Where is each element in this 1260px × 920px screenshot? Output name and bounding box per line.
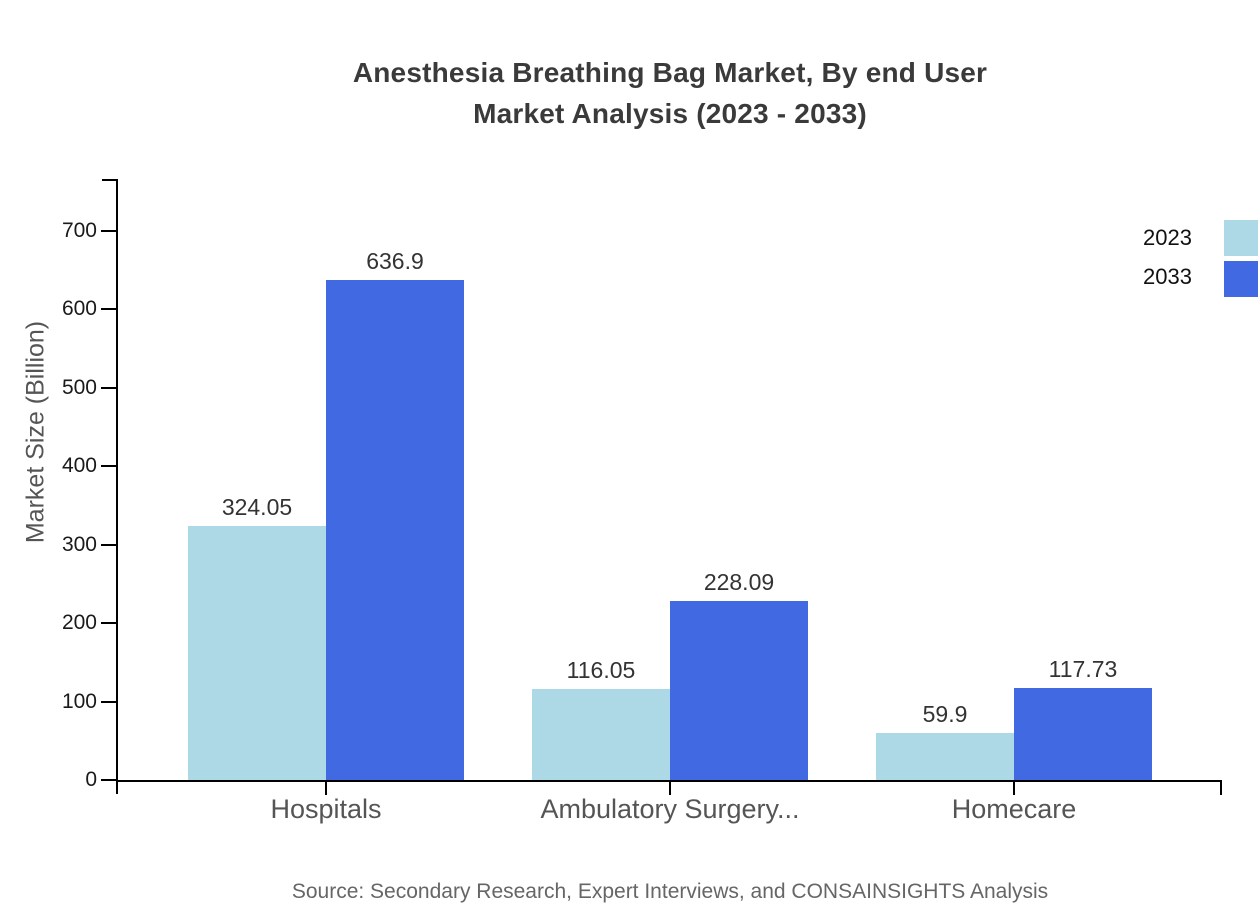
source-note: Source: Secondary Research, Expert Inter… bbox=[291, 880, 1049, 903]
x-tick-mark-homecare bbox=[1013, 780, 1015, 795]
y-tick-label-600: 600 bbox=[61, 297, 97, 321]
bar-2033-homecare bbox=[1014, 687, 1152, 780]
y-tick-label-100: 100 bbox=[61, 689, 97, 713]
value-label-2033-hospitals: 636.9 bbox=[366, 248, 424, 275]
bar-2033-hospitals bbox=[326, 280, 464, 780]
bar-2023-homecare bbox=[876, 733, 1014, 780]
legend-label-2023: 2023 bbox=[1143, 225, 1192, 250]
y-tick-mark-400 bbox=[101, 465, 117, 468]
y-tick-mark-700 bbox=[101, 230, 117, 232]
y-tick-mark-600 bbox=[101, 308, 117, 311]
category-label-ambulatorysurgery: Ambulatory Surgery... bbox=[540, 794, 800, 824]
value-label-2033-ambulatorysurgery: 228.09 bbox=[703, 569, 775, 596]
legend-swatch-2023 bbox=[1224, 220, 1258, 256]
y-tick-label-400: 400 bbox=[61, 454, 97, 478]
y-axis-line bbox=[116, 179, 118, 794]
y-axis-top-cap bbox=[102, 179, 117, 181]
y-tick-mark-200 bbox=[101, 622, 117, 625]
value-label-2033-homecare: 117.73 bbox=[1048, 655, 1118, 682]
bar-2023-ambulatorysurgery bbox=[532, 688, 670, 780]
chart-title: Anesthesia Breathing Bag Market, By end … bbox=[80, 52, 1260, 134]
value-label-2023-hospitals: 324.05 bbox=[221, 493, 293, 520]
category-label-homecare: Homecare bbox=[951, 794, 1077, 824]
y-tick-mark-0 bbox=[101, 779, 117, 781]
y-tick-label-0: 0 bbox=[85, 768, 97, 791]
y-tick-label-500: 500 bbox=[61, 375, 97, 399]
y-tick-mark-100 bbox=[101, 700, 117, 703]
value-label-2023-homecare: 59.9 bbox=[922, 701, 968, 728]
y-tick-label-300: 300 bbox=[61, 532, 97, 556]
category-label-hospitals: Hospitals bbox=[270, 794, 382, 824]
y-tick-mark-300 bbox=[101, 543, 117, 546]
value-label-2023-ambulatorysurgery: 116.05 bbox=[566, 656, 636, 683]
x-tick-mark-ambulatorysurgery bbox=[669, 780, 671, 795]
legend-swatch-2033 bbox=[1224, 261, 1258, 297]
chart-title-line-1: Anesthesia Breathing Bag Market, By end … bbox=[352, 57, 988, 88]
bar-2033-ambulatorysurgery bbox=[670, 601, 808, 780]
legend-label-2033: 2033 bbox=[1143, 264, 1192, 289]
chart-title-line-2: Market Analysis (2023 - 2033) bbox=[473, 98, 867, 129]
x-tick-mark-hospitals bbox=[325, 780, 327, 795]
y-tick-label-700: 700 bbox=[61, 219, 97, 242]
bar-2023-hospitals bbox=[188, 525, 326, 780]
y-tick-label-200: 200 bbox=[61, 611, 97, 635]
y-tick-mark-500 bbox=[101, 386, 117, 389]
x-axis-right-cap bbox=[1220, 780, 1222, 795]
